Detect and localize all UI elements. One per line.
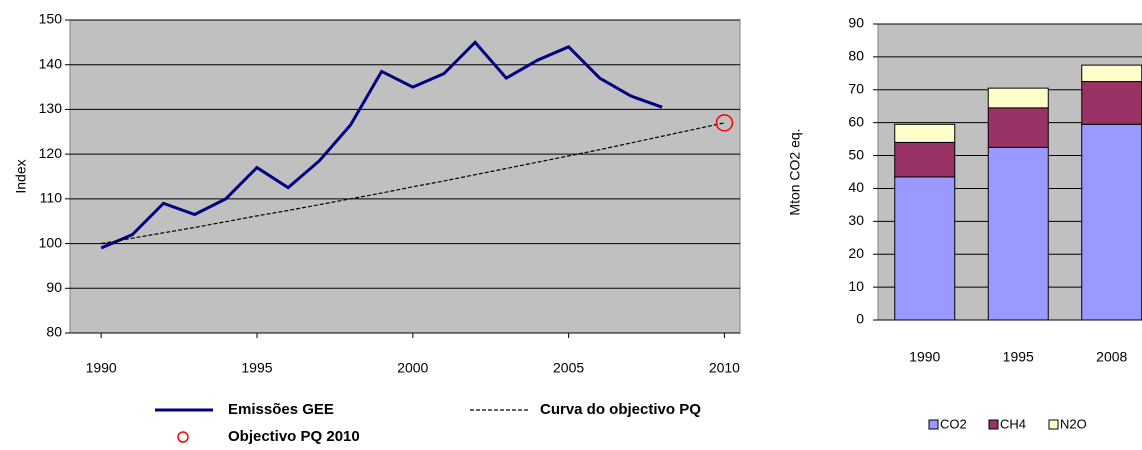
y-tick-label: 80 [848, 48, 864, 64]
data-point [715, 114, 734, 132]
bar-segment [894, 176, 956, 321]
legend-label: CH4 [1000, 416, 1026, 431]
bar-segment [894, 123, 956, 143]
bar-segment [987, 146, 1049, 321]
legend-swatch [928, 419, 939, 430]
y-axis-label: Index [13, 159, 29, 193]
x-tick-label: 1990 [909, 349, 940, 365]
y-tick-label: 80 [46, 324, 62, 340]
y-tick-label: 30 [848, 212, 864, 228]
x-tick-label: 1990 [86, 360, 117, 376]
y-tick-label: 110 [40, 190, 63, 206]
y-tick-label: 90 [46, 279, 62, 295]
bar-segment [987, 107, 1049, 148]
y-axis-label: Mton CO2 eq. [787, 128, 803, 215]
x-tick-label: 1995 [241, 360, 272, 376]
legend-swatch [1048, 419, 1059, 430]
legend-label: N2O [1060, 416, 1087, 431]
x-tick-label: 2010 [709, 360, 740, 376]
bar-segment [1081, 64, 1142, 83]
y-tick-label: 140 [39, 55, 63, 71]
legend-marker [177, 431, 189, 443]
x-tick-label: 2008 [1096, 349, 1127, 365]
y-tick-label: 120 [39, 145, 63, 161]
y-tick-label: 90 [848, 15, 864, 31]
y-tick-label: 0 [856, 311, 864, 327]
bar-segment [1081, 81, 1142, 125]
y-tick-label: 130 [39, 100, 63, 116]
bar-segment [1081, 123, 1142, 321]
y-tick-label: 20 [848, 245, 864, 261]
data-line [101, 122, 725, 245]
y-tick-label: 70 [848, 80, 864, 96]
x-tick-label: 2005 [553, 360, 584, 376]
plot-area [69, 19, 741, 334]
y-tick-label: 40 [848, 179, 864, 195]
y-tick-label: 60 [848, 113, 864, 129]
x-tick-label: 1995 [1003, 349, 1034, 365]
legend-label: Objectivo PQ 2010 [228, 428, 360, 445]
legend-swatch [988, 419, 999, 430]
legend-label: CO2 [940, 416, 967, 431]
y-tick-label: 10 [848, 278, 864, 294]
legend-label: Emissões GEE [228, 401, 334, 418]
legend-label: Curva do objectivo PQ [540, 401, 701, 418]
y-tick-label: 100 [39, 234, 63, 250]
y-tick-label: 150 [39, 11, 63, 27]
x-tick-label: 2000 [397, 360, 428, 376]
bar-segment [987, 87, 1049, 109]
y-tick-label: 50 [848, 146, 864, 162]
data-line [100, 40, 663, 250]
bar-segment [894, 141, 956, 178]
